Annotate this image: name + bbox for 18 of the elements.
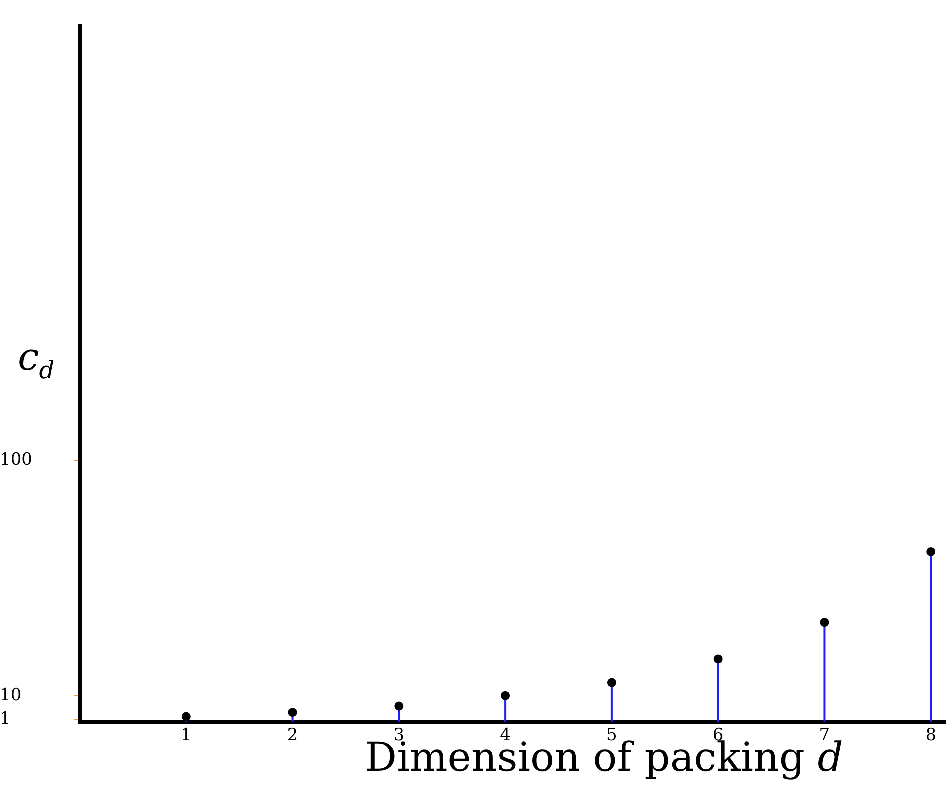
x-tick-label: 5 xyxy=(606,726,618,746)
y-axis-title: c$_{d}$ xyxy=(18,335,55,385)
y-tick-label: 10 xyxy=(0,685,22,706)
x-tick-label: 4 xyxy=(500,726,511,746)
point xyxy=(288,708,298,718)
y-tick-label: 100 xyxy=(0,450,32,470)
point xyxy=(820,618,830,628)
x-tick-label: 1 xyxy=(180,726,192,746)
x-tick-label: 8 xyxy=(926,726,937,746)
point xyxy=(926,547,936,556)
point xyxy=(394,702,404,711)
x-tick-label: 2 xyxy=(287,726,298,746)
point xyxy=(607,678,616,688)
point xyxy=(182,712,191,722)
x-tick-label: 7 xyxy=(819,726,830,746)
y-tick-label: 1 xyxy=(0,708,11,729)
point xyxy=(501,691,510,700)
point xyxy=(714,654,723,664)
